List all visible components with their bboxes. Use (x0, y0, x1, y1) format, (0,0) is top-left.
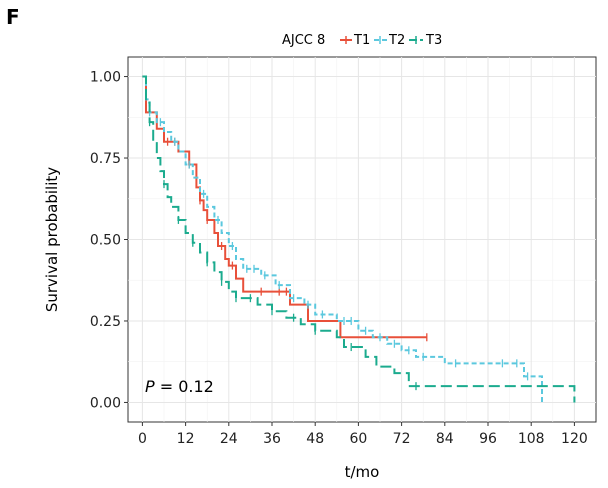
legend-label-t1: T1 (353, 33, 370, 48)
y-tick-label: 0.75 (90, 151, 121, 167)
series-group (142, 75, 576, 403)
legend-label-t3: T3 (425, 33, 442, 48)
x-tick-label: 12 (177, 431, 195, 447)
y-tick-label: 1.00 (90, 70, 121, 86)
y-tick-label: 0.25 (90, 314, 121, 330)
p-value: P = 0.12 (145, 377, 214, 396)
x-tick-label: 108 (518, 431, 545, 447)
x-tick-label: 84 (436, 431, 454, 447)
x-axis-title: t/mo (345, 463, 380, 481)
x-tick-label: 36 (263, 431, 281, 447)
y-tick-label: 0.00 (90, 395, 121, 411)
km-curve-t2 (142, 75, 543, 403)
km-curve-t3 (142, 75, 576, 403)
panel-label: F (6, 5, 20, 29)
legend-label-t2: T2 (388, 33, 405, 48)
x-tick-label: 72 (393, 431, 411, 447)
x-tick-label: 48 (306, 431, 324, 447)
x-tick-label: 0 (138, 431, 147, 447)
x-tick-label: 120 (561, 431, 588, 447)
legend-title: AJCC 8 (282, 33, 325, 48)
x-tick-label: 24 (220, 431, 238, 447)
y-tick-label: 0.50 (90, 233, 121, 249)
km-curve-t1 (142, 75, 427, 339)
x-tick-label: 96 (479, 431, 497, 447)
p-value-symbol: P (145, 377, 155, 396)
x-tick-label: 60 (349, 431, 367, 447)
y-axis-title: Survival probability (43, 167, 61, 312)
p-value-text: = 0.12 (155, 377, 214, 396)
grid (128, 57, 596, 422)
axes: 0 12 24 36 48 60 72 84 96 108 120 0.00 0.25 0.50 0.75 1… (90, 70, 588, 447)
legend: AJCC 8 T1 T2 T3 (282, 33, 442, 48)
